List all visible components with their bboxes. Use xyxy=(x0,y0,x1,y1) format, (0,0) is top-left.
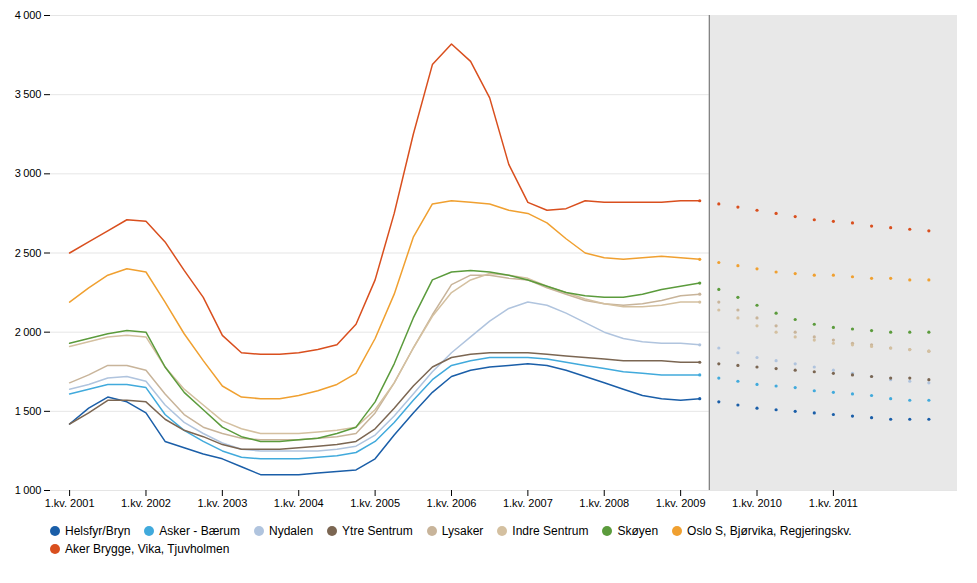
html-text:Oslo S, Bjørvika, Regjeringskv: Oslo S, Bjørvika, Regjeringskv. xyxy=(687,524,852,538)
svg-text:2 000: 2 000 xyxy=(15,326,42,338)
svg-text:1.kv. 2005: 1.kv. 2005 xyxy=(350,497,400,509)
html-text:Helsfyr/Bryn: Helsfyr/Bryn xyxy=(65,524,131,538)
svg-text:3 500: 3 500 xyxy=(15,88,42,100)
svg-text:1.kv. 2009: 1.kv. 2009 xyxy=(656,497,706,509)
svg-text:1.kv. 2006: 1.kv. 2006 xyxy=(427,497,477,509)
html-text:Aker Brygge, Vika, Tjuvholmen: Aker Brygge, Vika, Tjuvholmen xyxy=(65,542,230,556)
svg-text:1 500: 1 500 xyxy=(15,405,42,417)
html-text:Skøyen: Skøyen xyxy=(617,524,659,538)
svg-text:1.kv. 2007: 1.kv. 2007 xyxy=(503,497,553,509)
svg-text:1 000: 1 000 xyxy=(15,484,42,496)
svg-text:2 500: 2 500 xyxy=(15,247,42,259)
svg-text:1.kv. 2003: 1.kv. 2003 xyxy=(197,497,247,509)
html-text:Asker - Bærum: Asker - Bærum xyxy=(159,524,240,538)
html-text:Nydalen: Nydalen xyxy=(269,524,314,538)
svg-text:1.kv. 2001: 1.kv. 2001 xyxy=(45,497,95,509)
svg-text:1.kv. 2004: 1.kv. 2004 xyxy=(274,497,324,509)
html-text:Ytre Sentrum: Ytre Sentrum xyxy=(342,524,413,538)
svg-text:1.kv. 2002: 1.kv. 2002 xyxy=(121,497,171,509)
svg-text:3 000: 3 000 xyxy=(15,167,42,179)
html-text:Indre Sentrum: Indre Sentrum xyxy=(512,524,589,538)
svg-text:1.kv. 2010: 1.kv. 2010 xyxy=(732,497,782,509)
svg-text:1.kv. 2008: 1.kv. 2008 xyxy=(579,497,629,509)
svg-text:4 000: 4 000 xyxy=(15,9,42,21)
svg-text:1.kv. 2011: 1.kv. 2011 xyxy=(809,497,858,509)
html-text:Lysaker: Lysaker xyxy=(441,524,484,538)
